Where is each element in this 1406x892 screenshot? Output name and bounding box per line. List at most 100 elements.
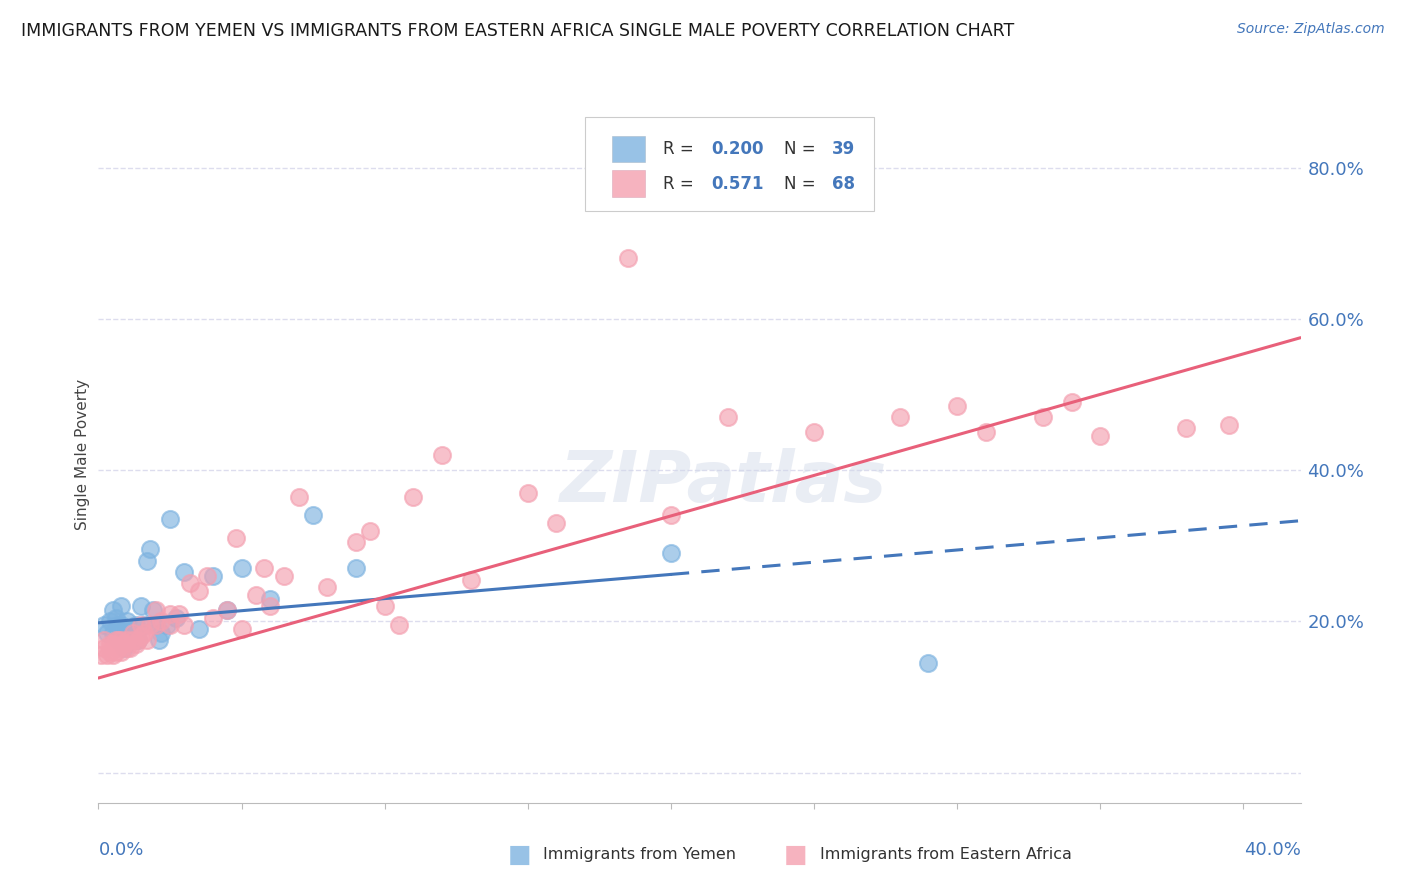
Text: 0.0%: 0.0%	[98, 841, 143, 859]
Point	[173, 618, 195, 632]
Point	[131, 599, 153, 614]
Point	[159, 607, 181, 621]
Point	[110, 618, 132, 632]
Point	[659, 546, 682, 560]
FancyBboxPatch shape	[585, 118, 873, 211]
Point	[201, 610, 224, 624]
Point	[546, 516, 568, 530]
Point	[93, 618, 115, 632]
Point	[889, 410, 911, 425]
Point	[104, 610, 127, 624]
Text: IMMIGRANTS FROM YEMEN VS IMMIGRANTS FROM EASTERN AFRICA SINGLE MALE POVERTY CORR: IMMIGRANTS FROM YEMEN VS IMMIGRANTS FROM…	[21, 22, 1014, 40]
Point	[115, 615, 138, 629]
Point	[288, 490, 311, 504]
Text: Immigrants from Yemen: Immigrants from Yemen	[543, 847, 737, 863]
Point	[121, 633, 143, 648]
Point	[134, 618, 156, 632]
Text: ■: ■	[783, 843, 807, 867]
Point	[101, 603, 124, 617]
Text: Immigrants from Eastern Africa: Immigrants from Eastern Africa	[820, 847, 1071, 863]
Point	[316, 580, 339, 594]
Point	[179, 576, 201, 591]
Point	[107, 633, 129, 648]
Point	[217, 603, 239, 617]
Point	[134, 625, 156, 640]
Text: N =: N =	[783, 175, 821, 193]
Point	[388, 618, 411, 632]
Point	[231, 622, 253, 636]
Point	[131, 629, 153, 643]
Point	[195, 569, 218, 583]
Text: 68: 68	[832, 175, 855, 193]
Point	[946, 399, 969, 413]
Point	[259, 591, 281, 606]
Point	[187, 584, 209, 599]
Point	[344, 534, 367, 549]
Point	[803, 425, 825, 440]
Point	[107, 618, 129, 632]
Point	[112, 625, 135, 640]
Point	[617, 252, 640, 266]
Point	[159, 512, 181, 526]
Y-axis label: Single Male Poverty: Single Male Poverty	[75, 379, 90, 531]
Point	[253, 561, 276, 575]
Point	[112, 640, 135, 655]
Text: 0.200: 0.200	[711, 140, 763, 158]
Point	[90, 648, 112, 663]
Point	[110, 599, 132, 614]
Point	[115, 640, 138, 655]
Point	[128, 633, 150, 648]
Point	[225, 531, 247, 545]
Point	[121, 625, 143, 640]
Point	[104, 633, 127, 648]
Point	[136, 633, 159, 648]
Point	[1218, 417, 1240, 432]
Text: 0.571: 0.571	[711, 175, 763, 193]
Point	[460, 573, 482, 587]
Point	[659, 508, 682, 523]
Point	[142, 603, 165, 617]
Point	[217, 603, 239, 617]
Point	[1088, 429, 1111, 443]
Point	[107, 633, 129, 648]
Point	[173, 565, 195, 579]
Point	[974, 425, 997, 440]
Point	[104, 644, 127, 658]
Point	[131, 618, 153, 632]
Text: ZIPatlas: ZIPatlas	[560, 449, 887, 517]
Point	[273, 569, 295, 583]
Point	[96, 625, 118, 640]
Point	[516, 485, 538, 500]
Point	[93, 640, 115, 655]
Point	[124, 637, 146, 651]
Point	[717, 410, 740, 425]
Point	[98, 637, 121, 651]
Text: R =: R =	[664, 140, 699, 158]
Point	[128, 633, 150, 648]
Point	[139, 618, 162, 632]
Point	[110, 633, 132, 648]
Text: N =: N =	[783, 140, 821, 158]
Point	[124, 618, 146, 632]
Point	[101, 625, 124, 640]
Point	[167, 607, 190, 621]
Text: R =: R =	[664, 175, 699, 193]
FancyBboxPatch shape	[612, 170, 645, 197]
Point	[344, 561, 367, 575]
Point	[98, 644, 121, 658]
Point	[259, 599, 281, 614]
Point	[1175, 421, 1198, 435]
Text: 40.0%: 40.0%	[1244, 841, 1301, 859]
Point	[110, 644, 132, 658]
Point	[1032, 410, 1054, 425]
Point	[145, 618, 167, 632]
Point	[101, 637, 124, 651]
Point	[93, 633, 115, 648]
Point	[1060, 395, 1083, 409]
Point	[302, 508, 325, 523]
Point	[121, 625, 143, 640]
Point	[148, 633, 170, 648]
Text: ■: ■	[508, 843, 531, 867]
Point	[231, 561, 253, 575]
Point	[136, 554, 159, 568]
